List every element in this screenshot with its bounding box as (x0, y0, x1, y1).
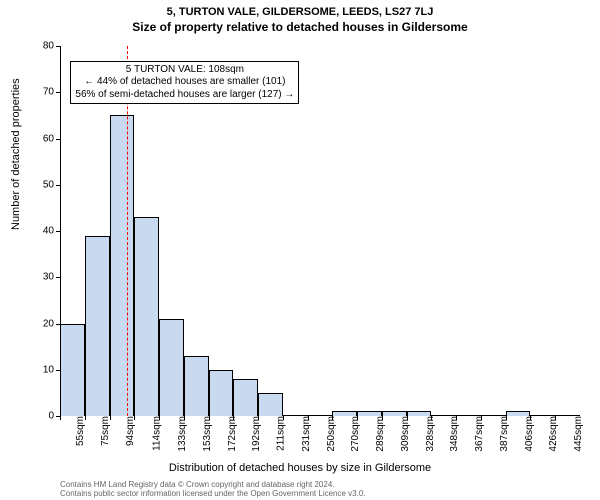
bar (209, 370, 234, 416)
y-tick-mark (56, 277, 60, 278)
y-tick-mark (56, 185, 60, 186)
x-tick-label: 153sqm (198, 416, 213, 452)
x-tick-mark (159, 416, 160, 420)
y-tick-mark (56, 370, 60, 371)
x-tick-label: 426sqm (544, 416, 559, 452)
x-tick-mark (431, 416, 432, 420)
footer-line-2: Contains public sector information licen… (60, 489, 366, 498)
x-tick-mark (110, 416, 111, 420)
x-tick-mark (332, 416, 333, 420)
x-tick-mark (407, 416, 408, 420)
x-tick-label: 55sqm (71, 416, 86, 446)
x-tick-label: 270sqm (346, 416, 361, 452)
x-tick-mark (456, 416, 457, 420)
x-tick-label: 172sqm (222, 416, 237, 452)
x-tick-label: 328sqm (420, 416, 435, 452)
bar (159, 319, 184, 416)
bar (184, 356, 209, 416)
chart-supertitle: 5, TURTON VALE, GILDERSOME, LEEDS, LS27 … (0, 0, 600, 18)
x-tick-label: 192sqm (247, 416, 262, 452)
x-axis-label: Distribution of detached houses by size … (0, 462, 600, 474)
x-tick-mark (134, 416, 135, 420)
x-tick-mark (555, 416, 556, 420)
x-tick-mark (308, 416, 309, 420)
bar (134, 217, 159, 416)
y-tick-mark (56, 92, 60, 93)
chart-title: Size of property relative to detached ho… (0, 18, 600, 34)
x-tick-mark (60, 416, 61, 420)
y-tick-mark (56, 139, 60, 140)
x-tick-mark (283, 416, 284, 420)
x-tick-label: 348sqm (445, 416, 460, 452)
x-tick-label: 406sqm (519, 416, 534, 452)
x-tick-label: 367sqm (470, 416, 485, 452)
x-tick-label: 231sqm (297, 416, 312, 452)
x-tick-mark (530, 416, 531, 420)
y-tick-mark (56, 324, 60, 325)
x-tick-label: 211sqm (272, 416, 287, 451)
x-tick-label: 94sqm (121, 416, 136, 446)
footer-attribution: Contains HM Land Registry data © Crown c… (60, 480, 366, 498)
x-tick-label: 445sqm (569, 416, 584, 452)
bar (85, 236, 110, 416)
x-tick-label: 250sqm (321, 416, 336, 452)
x-tick-label: 114sqm (148, 416, 163, 451)
x-tick-mark (85, 416, 86, 420)
bar (258, 393, 283, 416)
y-tick-mark (56, 231, 60, 232)
x-tick-mark (184, 416, 185, 420)
x-tick-mark (506, 416, 507, 420)
x-tick-label: 133sqm (173, 416, 188, 452)
y-axis-label: Number of detached properties (10, 78, 22, 230)
x-tick-mark (357, 416, 358, 420)
footer-line-1: Contains HM Land Registry data © Crown c… (60, 480, 366, 489)
x-tick-mark (209, 416, 210, 420)
x-tick-mark (258, 416, 259, 420)
bar (233, 379, 258, 416)
x-tick-label: 309sqm (396, 416, 411, 452)
annotation-box: 5 TURTON VALE: 108sqm ← 44% of detached … (70, 61, 299, 105)
x-tick-mark (233, 416, 234, 420)
x-tick-label: 75sqm (96, 416, 111, 446)
bar (60, 324, 85, 417)
x-tick-label: 387sqm (495, 416, 510, 452)
annot-line-2: ← 44% of detached houses are smaller (10… (75, 76, 294, 89)
chart-area: 01020304050607080 55sqm75sqm94sqm114sqm1… (60, 46, 580, 416)
bar (110, 115, 135, 416)
y-tick-mark (56, 46, 60, 47)
annot-line-3: 56% of semi-detached houses are larger (… (75, 89, 294, 102)
x-tick-mark (382, 416, 383, 420)
x-tick-mark (481, 416, 482, 420)
annot-line-1: 5 TURTON VALE: 108sqm (75, 64, 294, 77)
x-tick-label: 289sqm (371, 416, 386, 452)
